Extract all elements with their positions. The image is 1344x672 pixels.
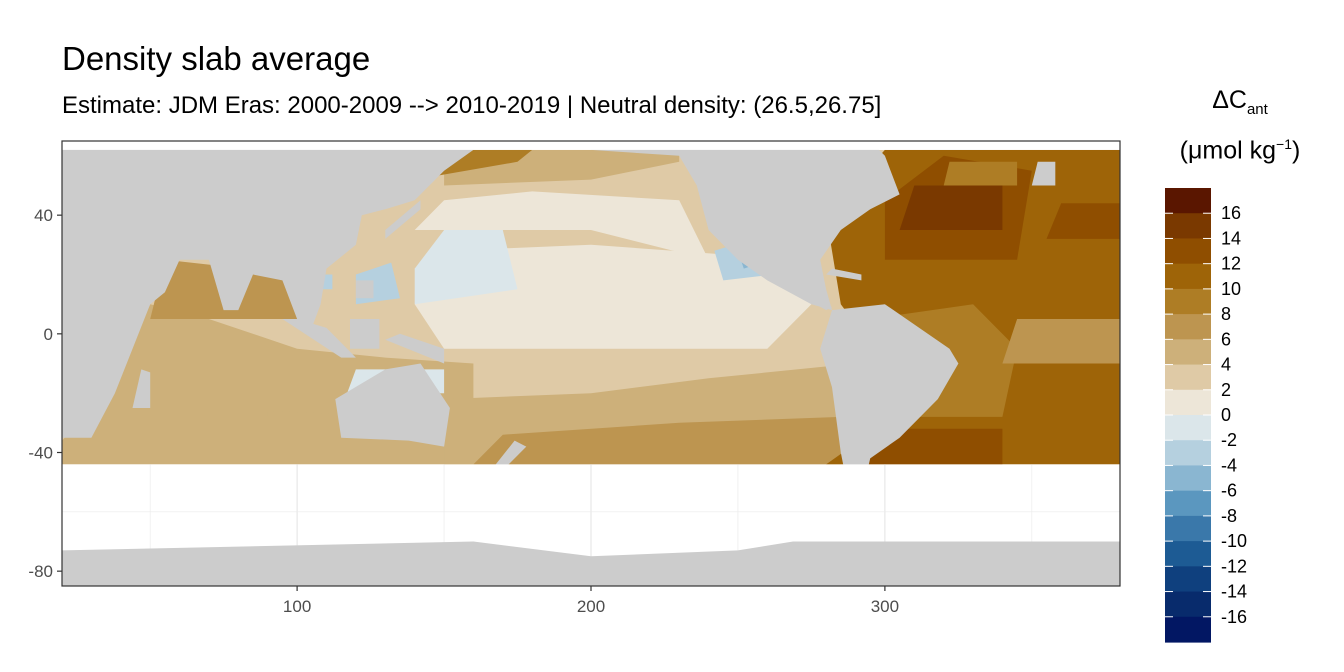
legend-swatch (1165, 515, 1211, 542)
legend-label: -10 (1221, 531, 1247, 551)
legend-label: 6 (1221, 329, 1231, 349)
land-polygon (1031, 161, 1056, 186)
legend-swatch (1165, 213, 1211, 240)
y-tick-label: -40 (28, 444, 53, 463)
land-polygon (491, 440, 527, 471)
land-mask (62, 141, 1120, 586)
y-tick-label: 40 (34, 206, 53, 225)
land-polygon (385, 200, 421, 239)
land-polygon (350, 319, 380, 349)
land-polygon (591, 141, 900, 311)
legend-label: 2 (1221, 380, 1231, 400)
legend-label: 16 (1221, 203, 1241, 223)
legend-swatch (1165, 490, 1211, 517)
legend-label: 14 (1221, 228, 1241, 248)
land-polygon (820, 304, 959, 497)
land-polygon (773, 274, 832, 311)
x-tick-label: 100 (283, 597, 311, 616)
legend-label: 12 (1221, 254, 1241, 274)
land-polygon (385, 333, 445, 364)
x-tick-label: 300 (871, 597, 899, 616)
y-tick-label: -80 (28, 562, 53, 581)
land-polygon (826, 268, 862, 281)
arctic-no-data (62, 141, 1120, 150)
y-tick-label: 0 (44, 325, 53, 344)
legend-swatch (1165, 566, 1211, 593)
legend-label: -14 (1221, 582, 1247, 602)
ocean-region (899, 185, 1003, 230)
map-subtitle: Estimate: JDM Eras: 2000-2009 --> 2010-2… (62, 92, 882, 119)
ocean-region (473, 416, 841, 465)
land-polygon (282, 319, 356, 358)
legend-label: -12 (1221, 556, 1247, 576)
legend-label: 10 (1221, 279, 1241, 299)
legend-label: -8 (1221, 506, 1237, 526)
legend-swatch (1165, 415, 1211, 441)
land-polygon (335, 363, 450, 447)
legend-label: 0 (1221, 405, 1231, 425)
legend-label: -6 (1221, 481, 1237, 501)
legend-swatch (1165, 288, 1211, 315)
x-tick-label: 200 (577, 597, 605, 616)
legend-swatch (1165, 616, 1211, 643)
legend-label: -4 (1221, 455, 1237, 475)
legend-title: ΔCant (1212, 86, 1268, 118)
legend-swatch (1165, 591, 1211, 618)
legend-swatch (1165, 314, 1211, 340)
legend-unit: (μmol kg−1) (1179, 136, 1301, 165)
legend-swatch (1165, 541, 1211, 567)
map-title: Density slab average (62, 40, 371, 77)
land-polygon (132, 369, 151, 408)
ocean-region (414, 191, 709, 260)
ocean-region (943, 161, 1018, 186)
ocean-region (414, 230, 518, 305)
legend-label: -2 (1221, 430, 1237, 450)
legend-label: -16 (1221, 607, 1247, 627)
legend-label: 4 (1221, 355, 1231, 375)
legend-label: 8 (1221, 304, 1231, 324)
land-polygon (62, 141, 474, 438)
legend-swatch (1165, 263, 1211, 290)
ocean-region (414, 244, 812, 349)
legend-swatch (1165, 364, 1211, 391)
legend-swatch (1165, 339, 1211, 366)
land-polygon (355, 280, 374, 299)
legend-swatch (1165, 389, 1211, 416)
color-legend: 16 14 12 10 8 6 4 2 0 -2 -4 -6 -8 -10 -12 -14 -16 (1165, 188, 1247, 643)
legend-swatch (1165, 440, 1211, 467)
legend-swatch (1165, 238, 1211, 265)
legend-swatch (1165, 465, 1211, 492)
map-panel (62, 141, 1120, 586)
ocean-region (1046, 203, 1120, 239)
land-polygon (62, 526, 1120, 586)
legend-swatch (1165, 188, 1211, 214)
ocean-region (1002, 319, 1120, 364)
